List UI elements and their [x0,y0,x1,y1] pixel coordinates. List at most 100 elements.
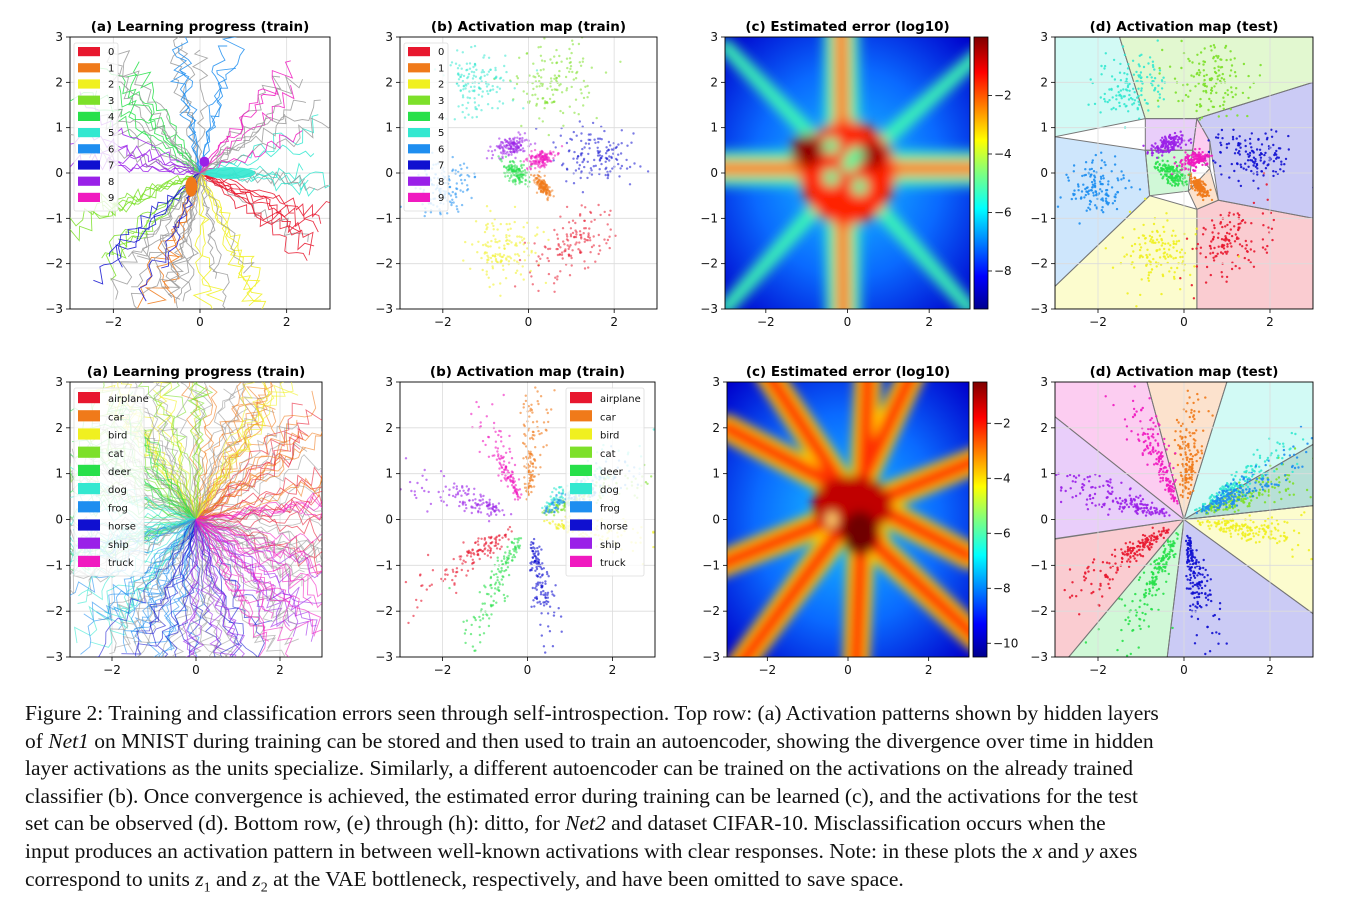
trajectory [199,144,315,174]
data-point [537,560,540,564]
data-point [454,192,457,195]
panel-title: (b) Activation map (train) [431,19,626,35]
data-point [559,615,563,618]
data-point [470,511,473,515]
data-point [468,499,471,502]
data-point [1180,66,1183,70]
data-point [522,226,525,229]
data-point [1203,189,1207,192]
data-point [500,435,503,439]
data-point [539,602,542,606]
data-point [1100,73,1103,76]
data-point [1219,213,1222,217]
data-point [463,501,466,504]
data-point [1191,187,1194,190]
data-point [544,428,547,431]
data-point [510,484,514,487]
data-point [500,140,503,144]
data-point [1161,80,1164,84]
data-point [1084,173,1088,177]
data-point [506,469,510,472]
data-point [1163,140,1166,143]
data-point [499,294,502,297]
data-point [538,581,542,584]
data-point [476,552,480,556]
data-point [598,244,601,248]
data-point [1244,239,1248,243]
data-point [1184,151,1187,154]
data-point [1230,162,1234,166]
data-point [1153,536,1156,539]
data-point [428,584,431,588]
data-point [1161,242,1165,245]
trajectory [195,419,298,520]
data-point [496,588,499,591]
x-tick-label: −2 [104,315,122,329]
data-point [1219,222,1222,225]
trajectory [195,519,322,635]
legend-swatch [78,111,100,121]
data-point [586,176,589,180]
data-point [490,535,493,539]
data-point [448,200,452,203]
colorbar-tick-label: −8 [993,581,1011,595]
data-point [1225,143,1229,146]
data-point [1184,473,1188,476]
data-point [1239,222,1242,225]
data-point [1198,103,1202,106]
data-point [1261,246,1265,249]
data-point [420,486,424,490]
data-point [1166,148,1170,151]
data-point [485,415,488,418]
data-point [480,608,483,611]
data-point [490,613,493,616]
data-point [553,228,556,232]
data-point [459,164,462,167]
data-point [483,552,486,556]
data-point [513,549,516,553]
data-point [450,203,453,207]
data-point [456,491,460,494]
data-point [473,85,476,88]
data-point [538,170,541,173]
trajectory [195,485,322,520]
data-point [478,625,481,629]
data-point [1257,187,1260,190]
data-point [617,153,620,156]
data-point [1267,226,1270,229]
data-point [482,613,485,616]
data-point [548,193,552,196]
data-point [1215,91,1218,95]
data-point [1152,145,1155,148]
data-point [1150,543,1153,546]
data-point [562,162,565,165]
data-point [528,465,532,468]
data-point [1104,575,1107,579]
data-point [1190,478,1194,481]
data-point [1213,67,1216,70]
data-point [451,169,454,173]
data-point [1158,234,1162,237]
data-point [516,537,519,541]
data-point [1093,174,1096,177]
data-point [462,259,465,262]
data-point [489,256,493,260]
data-point [520,139,524,142]
data-point [1191,61,1194,64]
data-point [487,256,490,259]
data-point [463,178,467,182]
data-point [1199,104,1203,108]
y-tick-label: 1 [710,121,718,135]
data-point [359,492,361,494]
data-point [486,554,489,557]
data-point [460,73,463,77]
legend-swatch [408,192,430,202]
data-point [1221,72,1225,76]
data-point [1199,188,1203,191]
data-point [609,209,612,212]
data-point [579,176,582,180]
trajectory [152,382,197,520]
data-point [469,551,472,554]
trajectory [176,382,199,520]
data-point [487,245,490,248]
